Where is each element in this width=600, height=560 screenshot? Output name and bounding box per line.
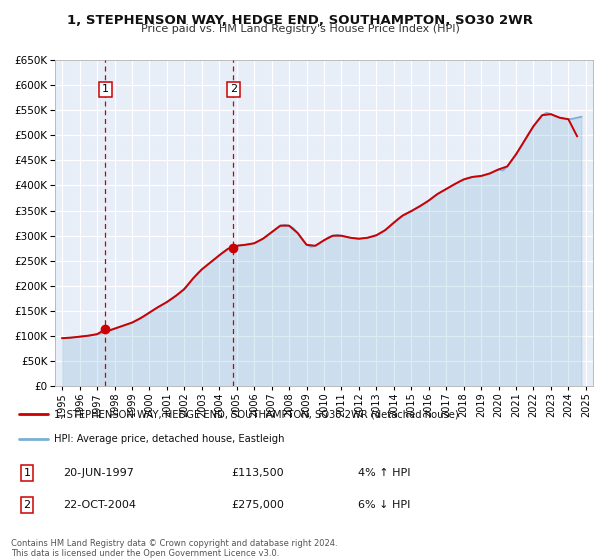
Text: Contains HM Land Registry data © Crown copyright and database right 2024.
This d: Contains HM Land Registry data © Crown c…: [11, 539, 337, 558]
Text: 2: 2: [230, 85, 237, 94]
Text: 1, STEPHENSON WAY, HEDGE END, SOUTHAMPTON, SO30 2WR: 1, STEPHENSON WAY, HEDGE END, SOUTHAMPTO…: [67, 14, 533, 27]
Text: 6% ↓ HPI: 6% ↓ HPI: [358, 500, 410, 510]
Text: 1: 1: [102, 85, 109, 94]
Text: 22-OCT-2004: 22-OCT-2004: [63, 500, 136, 510]
Text: 2: 2: [23, 500, 31, 510]
Text: HPI: Average price, detached house, Eastleigh: HPI: Average price, detached house, East…: [54, 435, 285, 445]
Text: £113,500: £113,500: [231, 468, 283, 478]
Text: £275,000: £275,000: [231, 500, 284, 510]
Text: 1, STEPHENSON WAY, HEDGE END, SOUTHAMPTON, SO30 2WR (detached house): 1, STEPHENSON WAY, HEDGE END, SOUTHAMPTO…: [54, 409, 459, 419]
Text: Price paid vs. HM Land Registry's House Price Index (HPI): Price paid vs. HM Land Registry's House …: [140, 24, 460, 34]
Text: 4% ↑ HPI: 4% ↑ HPI: [358, 468, 410, 478]
Text: 1: 1: [23, 468, 31, 478]
Text: 20-JUN-1997: 20-JUN-1997: [63, 468, 134, 478]
